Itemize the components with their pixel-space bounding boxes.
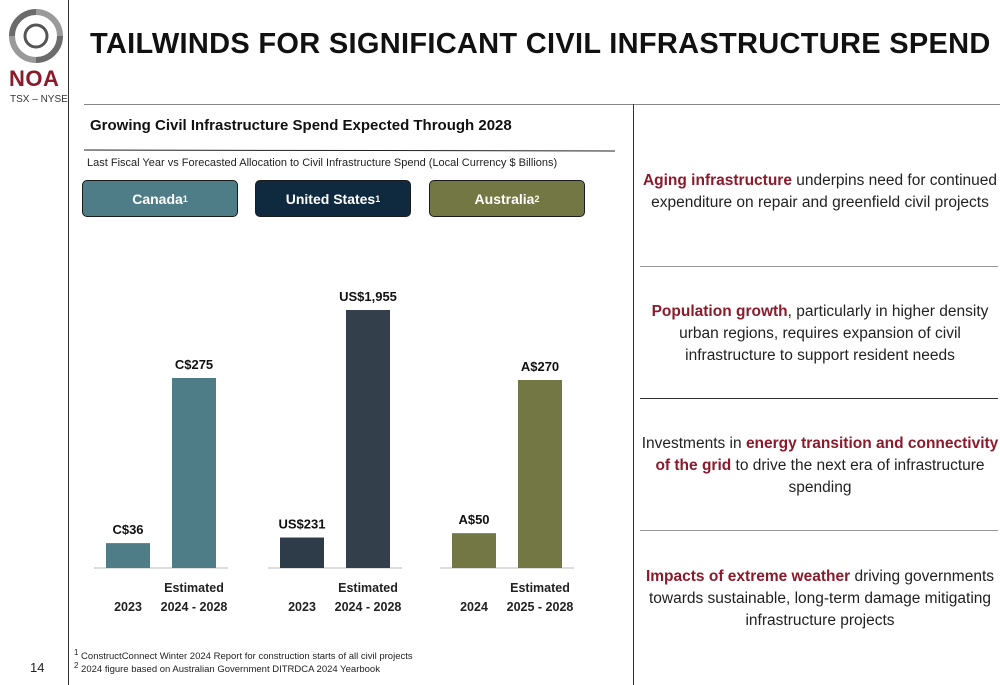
tick-label: 2024 - 2028 bbox=[161, 600, 228, 614]
data-label: C$275 bbox=[175, 357, 213, 372]
data-label: US$1,955 bbox=[339, 289, 397, 304]
insight-extreme-weather: Impacts of extreme weather driving gover… bbox=[640, 566, 1000, 632]
insight-divider bbox=[640, 398, 998, 399]
ticker-text: TSX – NYSE bbox=[10, 94, 68, 105]
insight-divider bbox=[640, 266, 998, 267]
tick-label: Estimated bbox=[510, 581, 570, 595]
logo-text: NOA bbox=[9, 66, 60, 91]
data-label: A$270 bbox=[521, 359, 559, 374]
footnote-1: 1 ConstructConnect Winter 2024 Report fo… bbox=[74, 648, 413, 662]
footnote-2: 2 2024 figure based on Australian Govern… bbox=[74, 661, 380, 675]
insight-text-before: Investments in bbox=[641, 435, 746, 452]
region-sup: 1 bbox=[182, 193, 188, 204]
bar bbox=[280, 537, 324, 568]
insight-divider bbox=[640, 530, 998, 531]
insight-text-after: driving governments towards sustainable,… bbox=[648, 568, 995, 629]
tick-label: 2023 bbox=[288, 600, 316, 614]
noa-swirl-icon bbox=[9, 9, 63, 63]
tick-label: 2024 bbox=[460, 600, 488, 614]
bar bbox=[346, 310, 390, 568]
region-label: Canada bbox=[132, 190, 183, 207]
bar bbox=[452, 533, 496, 568]
tick-label: 2024 - 2028 bbox=[335, 600, 402, 614]
company-logo bbox=[6, 6, 66, 118]
subtitle-rule bbox=[83, 149, 616, 152]
bar bbox=[518, 380, 562, 568]
insight-highlight: Aging infrastructure bbox=[642, 172, 792, 189]
region-sup: 1 bbox=[375, 193, 381, 204]
footnote-sup: 1 bbox=[74, 648, 79, 657]
footnote-sup: 2 bbox=[74, 661, 79, 670]
footnote-text: ConstructConnect Winter 2024 Report for … bbox=[81, 651, 413, 663]
tick-label: Estimated bbox=[164, 581, 224, 595]
bar bbox=[172, 378, 216, 568]
tick-label: Estimated bbox=[338, 581, 398, 595]
bar bbox=[106, 543, 150, 568]
region-label: United States bbox=[285, 190, 376, 207]
bar-chart: C$36 2023 C$275 Estimated 2024 - 2028 US$231 2… bbox=[94, 289, 574, 614]
insight-energy-transition: Investments in energy transition and con… bbox=[640, 433, 1000, 499]
insight-text-after: to drive the next era of infrastructure … bbox=[731, 457, 985, 496]
tick-label: 2025 - 2028 bbox=[507, 600, 574, 614]
data-label: A$50 bbox=[458, 512, 489, 527]
insight-highlight: energy transition and connectivity of th… bbox=[655, 435, 999, 474]
data-label: C$36 bbox=[112, 522, 143, 537]
region-label: Australia bbox=[474, 190, 535, 207]
page-number: 14 bbox=[30, 660, 45, 675]
header-divider bbox=[84, 104, 1000, 105]
data-label: US$231 bbox=[279, 517, 326, 532]
region-button-australia: Australia 2 bbox=[429, 180, 585, 217]
chart-subtitle: Growing Civil Infrastructure Spend Expec… bbox=[90, 117, 512, 134]
region-button-united-states: United States 1 bbox=[255, 180, 411, 217]
column-divider bbox=[633, 104, 634, 685]
insight-text-after: , particularly in higher density urban r… bbox=[679, 303, 989, 364]
insight-highlight: Impacts of extreme weather bbox=[645, 568, 851, 585]
page-title: TAILWINDS FOR SIGNIFICANT CIVIL INFRASTR… bbox=[90, 28, 991, 60]
insight-text-after: underpins need for continued expenditure… bbox=[651, 172, 998, 211]
chart-caption: Last Fiscal Year vs Forecasted Allocatio… bbox=[87, 157, 558, 169]
insight-population-growth: Population growth, particularly in highe… bbox=[640, 301, 1000, 367]
tick-label: 2023 bbox=[114, 600, 142, 614]
insight-highlight: Population growth bbox=[651, 303, 788, 320]
region-button-canada: Canada 1 bbox=[82, 180, 238, 217]
footnote-text: 2024 figure based on Australian Governme… bbox=[81, 664, 380, 676]
left-vertical-rule bbox=[68, 0, 69, 685]
insight-aging-infrastructure: Aging infrastructure underpins need for … bbox=[640, 170, 1000, 214]
region-sup: 2 bbox=[534, 193, 540, 204]
